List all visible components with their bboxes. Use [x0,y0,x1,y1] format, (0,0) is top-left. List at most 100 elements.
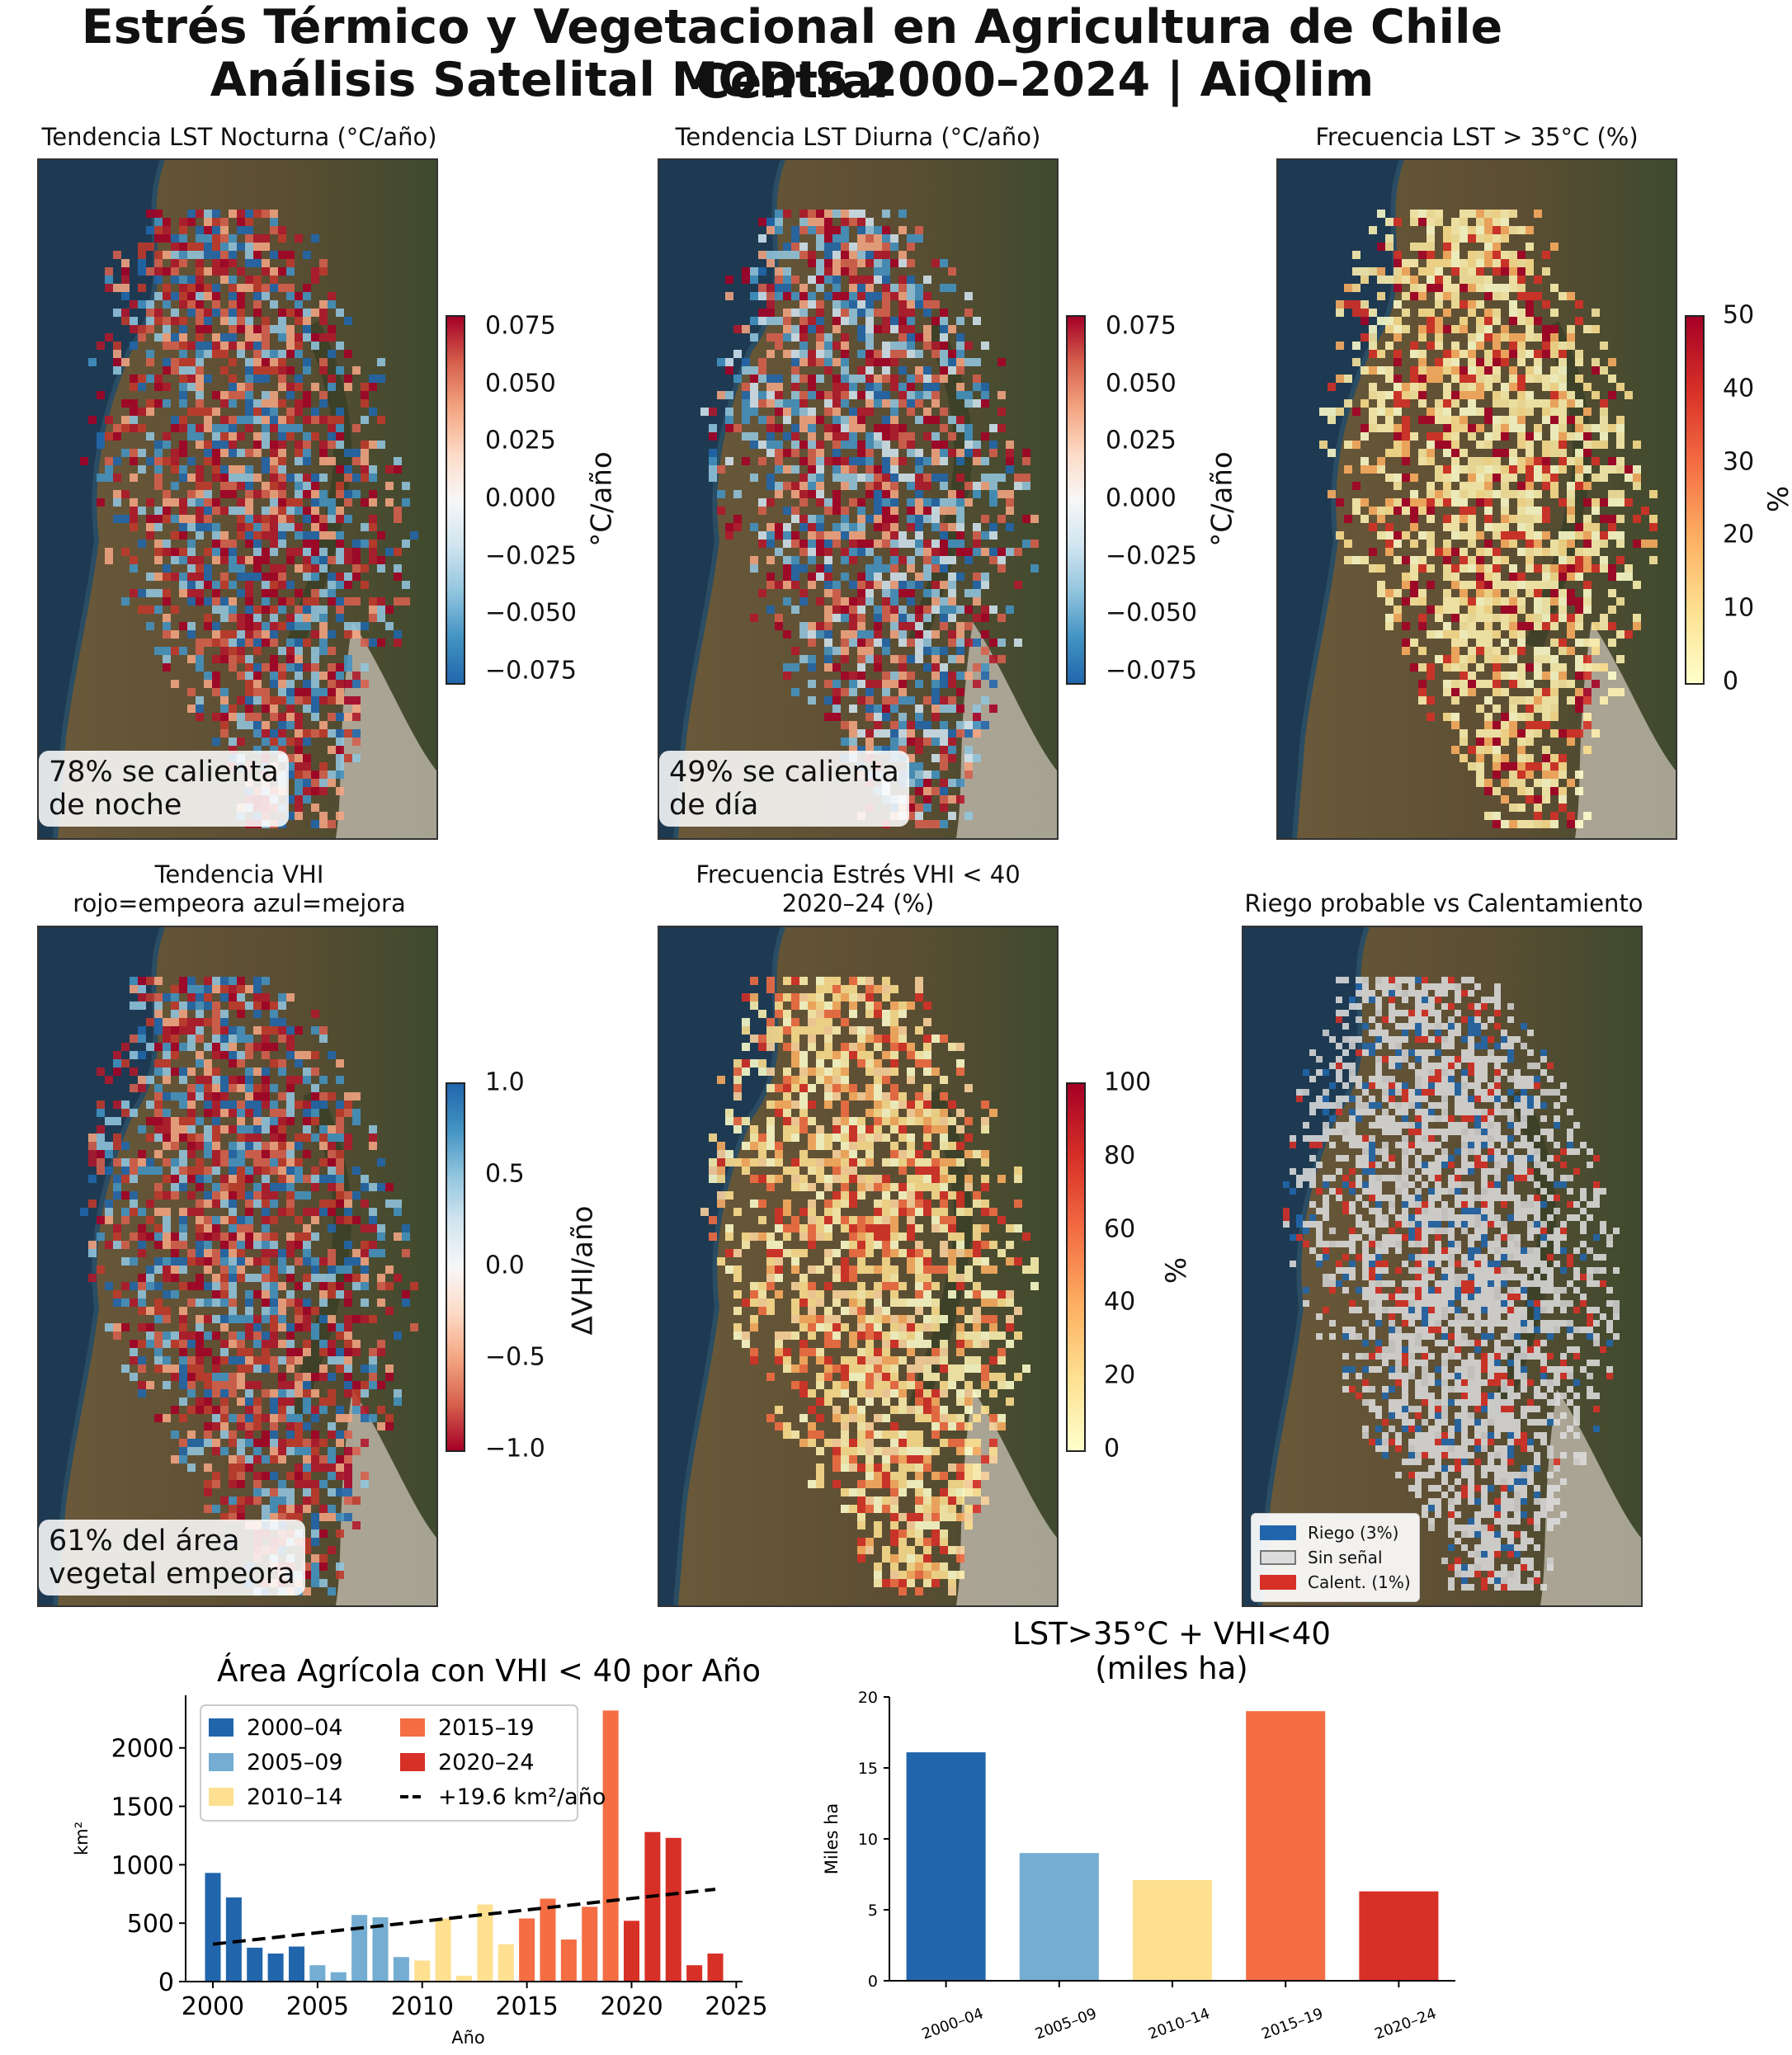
bar [519,1918,535,1982]
legend-swatch [1260,1550,1296,1565]
satellite-basemap [39,927,436,1605]
lst-night-map [37,158,438,840]
y-tick-label: 5 [868,1902,878,1920]
y-tick-label: 1000 [111,1851,174,1880]
colorbar-tick-label: −1.0 [485,1434,545,1463]
lst-day-cbar-label: °C/año [1205,451,1239,547]
colorbar-tick-label: 60 [1104,1214,1136,1244]
legend-swatch [400,1753,425,1771]
freq-lst35-map [1276,158,1677,840]
x-tick-label: 2000 [182,1992,244,2021]
bar [1019,1853,1099,1981]
bar [540,1898,556,1982]
freq-lst35-colorbar [1685,315,1705,685]
colorbar-tick-label: 80 [1104,1141,1136,1171]
x-tick-label: 2010 [391,1992,454,2021]
colorbar-tick-label: 30 [1723,447,1755,477]
chart-legend: 2000–04 2005–09 2010–14 2015–19 2020–24 +19.6… [200,1704,606,1822]
legend-swatch [209,1788,233,1806]
bar [1246,1711,1326,1981]
vhi-trend-cbar-label: ΔVHI/año [566,1205,600,1336]
colorbar-tick-label: 20 [1104,1360,1136,1390]
bar [247,1947,263,1982]
bar [623,1921,640,1982]
bar [225,1897,242,1982]
vhi-trend-note: 61% del área vegetal empeora [39,1520,305,1595]
trend-line [212,1888,716,1946]
y-tick-label: 15 [858,1760,878,1778]
colorbar-tick-label: 0.075 [1106,311,1177,341]
lst-day-colorbar [1066,315,1086,685]
vhi-stress-title-2: 2020–24 (%) [781,889,935,917]
irrigation-legend: Riego (3%) Sin señal Calent. (1%) [1251,1513,1420,1602]
x-tick-label: 2015–19 [1259,2005,1325,2043]
colorbar-tick-label: 10 [1723,593,1755,623]
vhi-trend-map [37,926,438,1607]
bar [665,1837,681,1982]
chart-title: Área Agrícola con VHI < 40 por Año [217,1652,761,1689]
x-tick-label: 2005 [286,1992,349,2021]
bar [906,1752,986,1981]
legend-label: 2015–19 [438,1715,535,1741]
bar [1359,1891,1439,1981]
colorbar-tick-label: −0.5 [485,1342,545,1372]
chart-title-line1: LST>35°C + VHI<40 [1012,1616,1331,1652]
legend-label: Sin señal [1308,1548,1383,1567]
legend-item-sin-senal: Sin señal [1260,1545,1411,1570]
bar [582,1907,598,1982]
colorbar-tick-label: 0.050 [485,369,556,398]
y-tick-label: 2000 [111,1735,174,1764]
bar [686,1965,703,1982]
lst-day-title: Tendencia LST Diurna (°C/año) [675,123,1041,151]
legend-label: 2000–04 [247,1715,343,1741]
colorbar-tick-label: 0.025 [485,426,556,455]
bar [351,1915,368,1982]
bar [267,1954,284,1982]
x-tick-label: 2005–09 [1033,2005,1099,2043]
y-axis-label: Miles ha [822,1803,842,1875]
lst-night-cbar-label: °C/año [585,451,619,547]
bar [372,1917,389,1982]
colorbar-tick-label: 0 [1723,667,1739,696]
bar [205,1873,221,1982]
vhi-stress-cbar-label: % [1160,1256,1194,1284]
legend-label: 2020–24 [438,1750,535,1775]
bar [330,1972,347,1982]
colorbar-tick-label: 0.075 [485,311,556,341]
satellite-basemap [659,927,1057,1605]
bar [477,1904,493,1982]
legend-swatch [209,1718,233,1737]
lst-night-colorbar [446,315,465,685]
bar [393,1957,409,1982]
lst-day-note: 49% se calienta de día [659,751,909,827]
y-tick-label: 10 [858,1831,878,1849]
irrigation-map [1242,926,1643,1607]
satellite-basemap [39,160,436,838]
colorbar-tick-label: −0.050 [1106,598,1198,628]
legend-item-riego: Riego (3%) [1260,1520,1411,1545]
colorbar-tick-label: 100 [1104,1068,1152,1097]
vhi-trend-colorbar [446,1082,465,1452]
vhi-trend-title-2: rojo=empeora azul=mejora [73,889,406,917]
legend-label: +19.6 km²/año [438,1784,606,1810]
bar [435,1918,451,1982]
colorbar-tick-label: 40 [1104,1287,1136,1317]
x-tick-label: 2025 [705,1992,767,2021]
satellite-basemap [659,160,1057,838]
legend-swatch [1260,1575,1296,1590]
y-tick-label: 0 [868,1973,878,1991]
colorbar-tick-label: 0.050 [1106,369,1177,398]
irrigation-title: Riego probable vs Calentamiento [1244,889,1643,917]
y-tick-label: 0 [158,1968,174,1997]
colorbar-tick-label: 40 [1723,374,1755,403]
vhi-trend-title-1: Tendencia VHI [154,860,324,888]
y-tick-label: 20 [858,1689,878,1707]
colorbar-tick-label: 0.5 [485,1159,525,1189]
legend-label: Calent. (1%) [1308,1572,1411,1592]
legend-swatch [1260,1525,1296,1540]
colorbar-tick-label: 0.000 [1106,483,1177,513]
colorbar-tick-label: 20 [1723,520,1755,549]
bar [455,1975,473,1982]
colorbar-tick-label: −0.075 [485,656,578,686]
colorbar-tick-label: −0.025 [485,541,578,571]
